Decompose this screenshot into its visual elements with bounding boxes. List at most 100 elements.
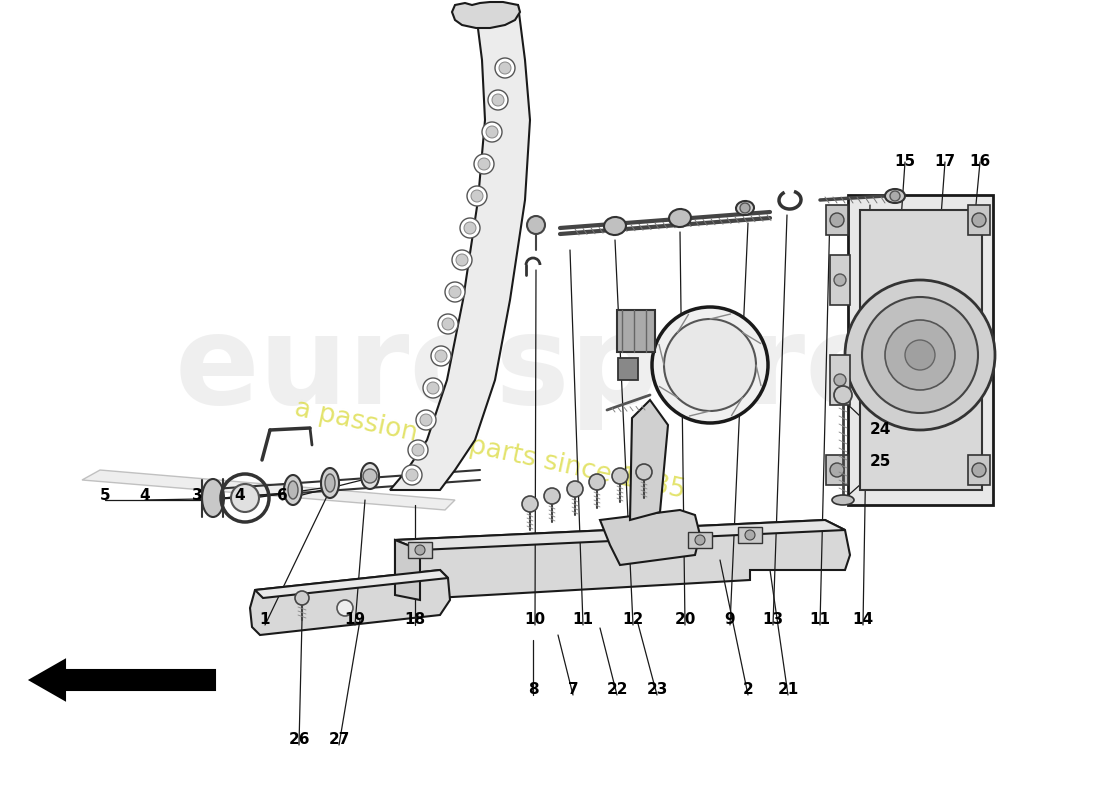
- Polygon shape: [250, 570, 450, 635]
- Ellipse shape: [669, 209, 691, 227]
- Text: 21: 21: [778, 682, 799, 698]
- Circle shape: [499, 62, 512, 74]
- Circle shape: [468, 186, 487, 206]
- Text: 20: 20: [674, 613, 695, 627]
- Text: 11: 11: [810, 613, 830, 627]
- Bar: [860, 210, 982, 490]
- Circle shape: [446, 282, 465, 302]
- Circle shape: [452, 250, 472, 270]
- Circle shape: [636, 464, 652, 480]
- Polygon shape: [452, 2, 520, 28]
- Ellipse shape: [202, 479, 224, 517]
- Text: a passion for parts since 1985: a passion for parts since 1985: [293, 396, 688, 504]
- Circle shape: [337, 600, 353, 616]
- Ellipse shape: [324, 474, 336, 492]
- Circle shape: [434, 350, 447, 362]
- Circle shape: [416, 410, 436, 430]
- Polygon shape: [82, 470, 455, 510]
- Circle shape: [886, 320, 955, 390]
- Bar: [826, 205, 848, 235]
- Circle shape: [442, 318, 454, 330]
- Text: 24: 24: [869, 422, 891, 438]
- Text: 9: 9: [725, 613, 735, 627]
- Text: 19: 19: [344, 613, 365, 627]
- Bar: [968, 205, 990, 235]
- Text: 23: 23: [647, 682, 668, 698]
- Circle shape: [830, 213, 844, 227]
- Circle shape: [492, 94, 504, 106]
- Circle shape: [972, 213, 986, 227]
- Circle shape: [406, 469, 418, 481]
- Text: 27: 27: [328, 733, 350, 747]
- Circle shape: [420, 414, 432, 426]
- Circle shape: [527, 216, 544, 234]
- Circle shape: [566, 481, 583, 497]
- Ellipse shape: [321, 468, 339, 498]
- Circle shape: [664, 319, 756, 411]
- Bar: [618, 358, 638, 380]
- Bar: [826, 455, 848, 485]
- Text: 8: 8: [528, 682, 538, 698]
- Circle shape: [412, 444, 424, 456]
- Ellipse shape: [832, 495, 854, 505]
- Circle shape: [471, 190, 483, 202]
- Circle shape: [363, 469, 377, 483]
- Circle shape: [845, 280, 996, 430]
- Circle shape: [612, 468, 628, 484]
- Circle shape: [482, 122, 502, 142]
- Circle shape: [427, 382, 439, 394]
- Ellipse shape: [604, 217, 626, 235]
- Ellipse shape: [886, 189, 905, 203]
- Circle shape: [834, 374, 846, 386]
- Circle shape: [905, 340, 935, 370]
- Circle shape: [449, 286, 461, 298]
- Text: 14: 14: [852, 613, 873, 627]
- Circle shape: [740, 203, 750, 213]
- Bar: [848, 195, 993, 505]
- Circle shape: [890, 191, 900, 201]
- Text: 18: 18: [405, 613, 426, 627]
- Polygon shape: [630, 400, 668, 520]
- Circle shape: [488, 90, 508, 110]
- Circle shape: [474, 154, 494, 174]
- Bar: [688, 532, 712, 548]
- Polygon shape: [600, 510, 700, 565]
- Ellipse shape: [284, 475, 302, 505]
- Text: 2: 2: [742, 682, 754, 698]
- Circle shape: [478, 158, 490, 170]
- Circle shape: [830, 463, 844, 477]
- Circle shape: [695, 535, 705, 545]
- Text: 16: 16: [969, 154, 991, 170]
- Bar: [968, 455, 990, 485]
- Bar: [830, 255, 850, 305]
- Circle shape: [495, 58, 515, 78]
- Circle shape: [456, 254, 468, 266]
- Circle shape: [415, 545, 425, 555]
- Text: 13: 13: [762, 613, 783, 627]
- Bar: [738, 527, 762, 543]
- Text: 17: 17: [934, 154, 956, 170]
- Circle shape: [522, 496, 538, 512]
- Ellipse shape: [361, 463, 379, 489]
- Text: 4: 4: [140, 487, 151, 502]
- Text: 7: 7: [568, 682, 579, 698]
- Text: 4: 4: [234, 487, 245, 502]
- Polygon shape: [390, 5, 530, 490]
- Circle shape: [972, 463, 986, 477]
- Text: 22: 22: [606, 682, 628, 698]
- Text: 11: 11: [572, 613, 594, 627]
- Circle shape: [402, 465, 422, 485]
- Text: 6: 6: [276, 487, 287, 502]
- Polygon shape: [395, 520, 845, 550]
- Polygon shape: [395, 520, 850, 600]
- Polygon shape: [395, 540, 420, 600]
- Circle shape: [588, 474, 605, 490]
- Circle shape: [408, 440, 428, 460]
- Circle shape: [424, 378, 443, 398]
- Circle shape: [231, 484, 258, 512]
- Circle shape: [486, 126, 498, 138]
- Polygon shape: [30, 660, 214, 700]
- Circle shape: [652, 307, 768, 423]
- Circle shape: [544, 488, 560, 504]
- Ellipse shape: [736, 201, 754, 215]
